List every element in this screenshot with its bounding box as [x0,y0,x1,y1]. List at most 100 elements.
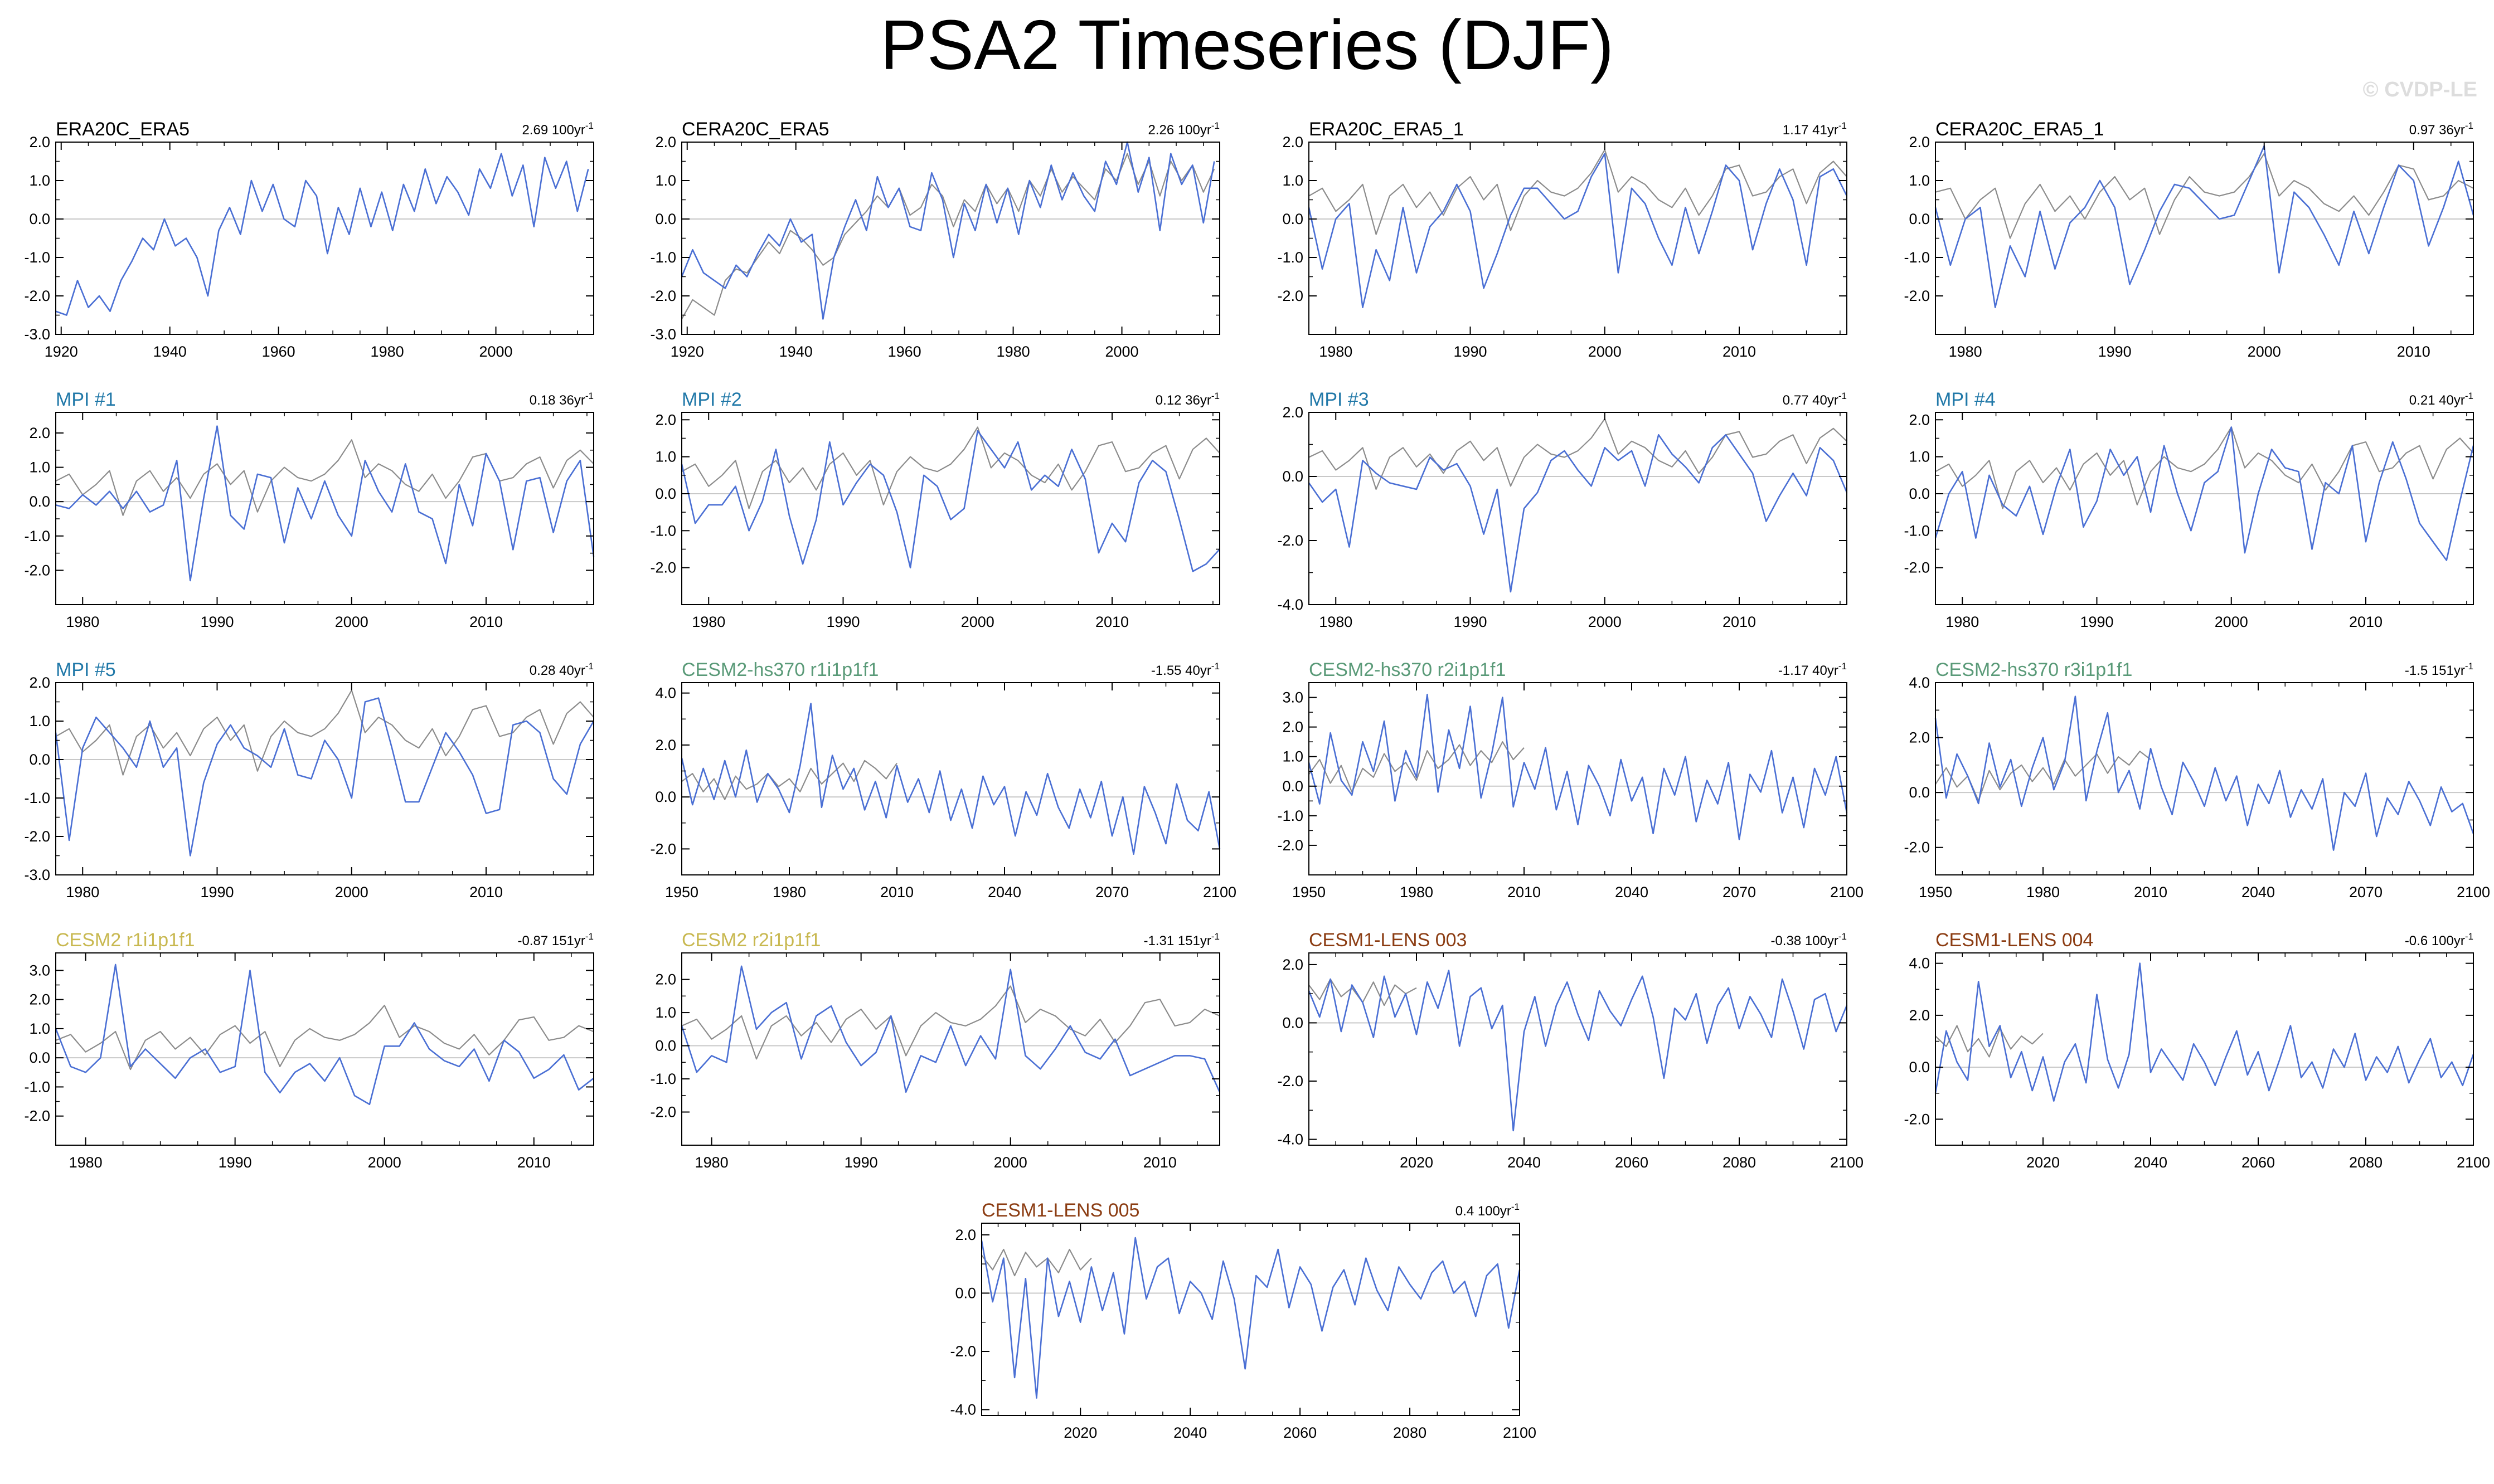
x-tick-label: 2010 [1143,1154,1177,1171]
panel-cesm2-hs370-r2i1p1f1: CESM2-hs370 r2i1p1f1 -1.17 40yr-1 -2.0 -1.0… [1277,659,1864,901]
trend-label: -1.31 151yr-1 [1143,931,1220,948]
x-tick-label: 1980 [1319,343,1352,360]
x-tick-label: 2040 [1173,1424,1207,1441]
panel-title: CESM2-hs370 r1i1p1f1 [682,659,879,680]
y-tick-label: 0.0 [1282,211,1303,227]
y-tick-label: 2.0 [1909,1007,1930,1024]
y-tick-label: -2.0 [650,1104,676,1121]
x-tick-label: 2020 [1064,1424,1097,1441]
x-tick-label: 2000 [994,1154,1027,1171]
y-tick-label: 2.0 [29,991,50,1008]
obs-series-line [1935,153,2474,239]
x-tick-label: 1990 [826,614,860,630]
y-tick-label: 0.0 [29,1049,50,1066]
x-tick-label: 1980 [695,1154,729,1171]
x-tick-label: 2000 [479,343,513,360]
panel-title: MPI #4 [1935,389,1996,410]
y-tick-label: -2.0 [1277,532,1303,549]
model-series-line [55,697,595,857]
panel-mpi-1: MPI #1 0.18 36yr-1 -2.0 -1.0 0.0 1.0 2.0 1980 19… [24,389,595,630]
x-tick-label: 1980 [66,614,99,630]
x-tick-label: 2070 [1722,884,1756,901]
plot-frame [681,142,1220,335]
trend-label: 0.18 36yr-1 [530,391,594,408]
x-tick-label: 2070 [1095,884,1129,901]
obs-series-line [1308,741,1525,793]
x-tick-label: 2040 [2134,1154,2167,1171]
x-tick-label: 2000 [2248,343,2281,360]
trend-label: 0.97 36yr-1 [2409,120,2473,138]
obs-series-line [55,439,594,516]
model-series-line [681,703,1221,855]
trend-label: 0.77 40yr-1 [1783,391,1847,408]
y-tick-label: 0.0 [655,485,676,502]
y-tick-label: 2.0 [655,134,676,150]
y-tick-label: 0.0 [955,1284,976,1301]
x-tick-label: 2080 [2349,1154,2383,1171]
panel-title: CERA20C_ERA5 [682,119,829,140]
y-tick-label: -3.0 [24,326,50,343]
obs-series-line [981,1248,1092,1277]
plot-frame [1308,142,1847,335]
x-tick-label: 2010 [517,1154,551,1171]
y-tick-label: -4.0 [1277,596,1303,613]
obs-series-line [681,760,897,800]
y-tick-label: 0.0 [1282,778,1303,795]
y-tick-label: 3.0 [29,962,50,979]
panel-mpi-4: MPI #4 0.21 40yr-1 -2.0 -1.0 0.0 1.0 2.0 1980 19… [1904,389,2474,630]
x-tick-label: 1990 [1453,343,1487,360]
panel-era20c-era5: ERA20C_ERA5 2.69 100yr-1 -3.0 -2.0 -1.0 0.0 1.… [24,119,594,360]
y-tick-label: 1.0 [655,449,676,465]
model-series-line [981,1237,1521,1399]
panel-title: CESM2-hs370 r3i1p1f1 [1935,659,2132,680]
y-tick-label: 4.0 [1909,674,1930,691]
y-tick-label: 0.0 [29,211,50,227]
x-tick-label: 2000 [961,614,994,630]
plot-frame [1308,952,1847,1146]
y-tick-label: -2.0 [1277,1073,1303,1089]
panel-mpi-5: MPI #5 0.28 40yr-1 -3.0 -2.0 -1.0 0.0 1.0 2.0 19… [24,659,595,901]
plot-frame [1935,142,2474,335]
x-tick-label: 1980 [997,343,1030,360]
panel-mpi-3: MPI #3 0.77 40yr-1 -4.0 -2.0 0.0 2.0 1980 1990 2… [1277,389,1848,630]
y-tick-label: -2.0 [1904,559,1930,576]
model-series-line [1308,970,1848,1132]
y-tick-label: -1.0 [24,249,50,266]
panel-title: MPI #5 [56,659,116,680]
y-tick-label: -2.0 [650,559,676,576]
y-tick-label: 2.0 [1282,134,1303,150]
y-tick-label: -2.0 [24,288,50,304]
x-tick-label: 2070 [2349,884,2383,901]
y-tick-label: 0.0 [29,751,50,768]
x-tick-label: 1980 [1319,614,1352,630]
y-tick-label: 0.0 [655,789,676,805]
x-tick-label: 1980 [1949,343,1982,360]
x-tick-label: 1940 [153,343,187,360]
x-tick-label: 1980 [66,884,99,901]
y-tick-label: 0.0 [1282,468,1303,485]
panel-era20c-era5-1: ERA20C_ERA5_1 1.17 41yr-1 -2.0 -1.0 0.0 1.0 2.… [1277,119,1848,360]
x-tick-label: 1980 [1945,614,1979,630]
panel-cesm2-hs370-r1i1p1f1: CESM2-hs370 r1i1p1f1 -1.55 40yr-1 -2.0 0.0 2… [650,659,1236,901]
model-series-line [1934,695,2474,851]
x-tick-label: 2010 [880,884,914,901]
x-tick-label: 2010 [2397,343,2430,360]
x-tick-label: 2010 [469,614,503,630]
obs-series-line [681,426,1220,509]
x-tick-label: 2040 [1507,1154,1541,1171]
y-tick-label: -2.0 [1904,288,1930,304]
y-tick-label: -1.0 [1904,522,1930,539]
plot-frame [1935,412,2474,605]
trend-label: -0.38 100yr-1 [1770,931,1847,948]
y-tick-label: 0.0 [29,493,50,510]
y-tick-label: -4.0 [950,1402,976,1418]
panel-mpi-2: MPI #2 0.12 36yr-1 -2.0 -1.0 0.0 1.0 2.0 1980 19… [650,389,1220,630]
y-tick-label: 1.0 [1282,748,1303,765]
y-tick-label: 1.0 [1909,449,1930,465]
panel-title: CESM2 r2i1p1f1 [682,930,821,951]
trend-label: 0.28 40yr-1 [530,661,594,678]
y-tick-label: 2.0 [1909,729,1930,746]
x-tick-label: 2000 [335,614,368,630]
trend-label: 0.12 36yr-1 [1156,391,1220,408]
y-tick-label: -1.0 [650,1071,676,1087]
